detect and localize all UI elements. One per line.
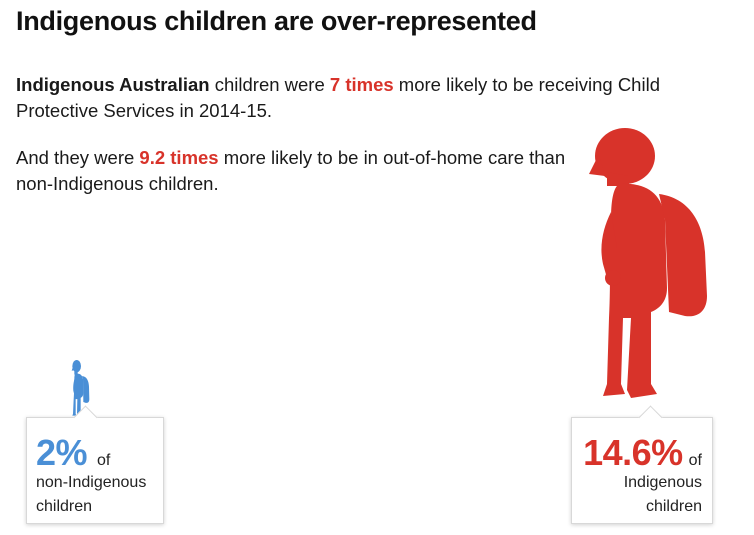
non-indigenous-percent: 2% [36,432,88,473]
out-of-home-care-paragraph: And they were 9.2 times more likely to b… [16,145,576,197]
of-label: of [688,452,702,469]
indigenous-callout: 14.6% of Indigenous children [571,405,713,524]
large-child-figure-icon [589,128,707,398]
paragraph-text: children were [209,74,330,95]
small-child-figure-icon [71,360,90,416]
callout-label-line-1: Indigenous [623,474,702,491]
non-indigenous-callout: 2% of non-Indigenous children [26,405,164,524]
callout-label-line-2: children [36,498,93,515]
paragraph-text: more likely to be in out-of-home care th… [16,147,566,194]
intro-paragraph: Indigenous Australian children were 7 ti… [16,72,716,124]
of-label: of [97,452,111,469]
highlight-7-times: 7 times [329,74,394,95]
paragraph-text: And they were [16,147,140,168]
callout-heading: 2% of [36,432,110,474]
callout-label-line-2: children [645,498,702,515]
page-title: Indigenous children are over-represented [16,6,537,36]
indigenous-percent: 14.6% [583,432,683,473]
highlight-9-2-times: 9.2 times [139,147,219,168]
callout-heading: 14.6% of [583,432,702,474]
callout-label-line-1: non-Indigenous [36,474,147,491]
callout-pointer [638,405,663,430]
paragraph-text: more likely to be receiving Child Protec… [16,74,660,121]
highlight-indigenous-australian: Indigenous Australian [16,74,210,95]
